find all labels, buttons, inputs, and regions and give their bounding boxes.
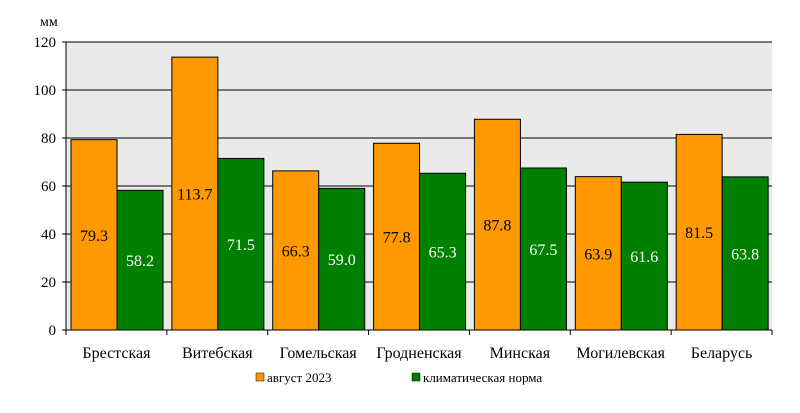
data-labels: 79.3 58.2 113.7 71.5 66.3 59.0 77.8 65.3 87.8 67.… bbox=[80, 187, 759, 271]
data-label-august: 66.3 bbox=[282, 243, 310, 260]
x-tick-label: Минская bbox=[490, 345, 551, 362]
data-label-august: 79.3 bbox=[80, 228, 108, 245]
data-label-august: 81.5 bbox=[685, 225, 713, 242]
bar-climate-norm bbox=[620, 181, 668, 331]
y-tick-label: 40 bbox=[41, 227, 56, 243]
y-tick-label: 100 bbox=[34, 83, 57, 99]
data-label-norm: 71.5 bbox=[227, 237, 255, 254]
y-tick-label: 60 bbox=[41, 179, 56, 195]
x-tick-label: Беларусь bbox=[691, 345, 753, 362]
data-label-august: 77.8 bbox=[383, 230, 411, 247]
y-tick-label: 80 bbox=[41, 131, 56, 147]
y-tick-label: 0 bbox=[49, 323, 57, 339]
bar-climate-norm bbox=[419, 172, 467, 331]
data-label-august: 87.8 bbox=[483, 218, 511, 235]
x-tick-label: Могилевская bbox=[576, 345, 665, 362]
data-label-august: 113.7 bbox=[177, 187, 212, 204]
y-axis-unit: мм bbox=[40, 15, 58, 30]
x-tick-label: Гродненская bbox=[376, 345, 462, 362]
bar-climate-norm bbox=[721, 176, 769, 331]
bar-climate-norm bbox=[519, 167, 567, 331]
bar-august-2023 bbox=[574, 176, 622, 331]
data-label-norm: 58.2 bbox=[126, 253, 154, 270]
data-label-norm: 63.8 bbox=[731, 246, 759, 263]
y-tick-labels: 0 20 40 60 80 100 120 bbox=[34, 35, 66, 339]
x-tick-labels: Брестская Витебская Гомельская Гродненская М… bbox=[65, 330, 773, 362]
legend-label-norm: климатическая норма bbox=[423, 370, 542, 385]
data-label-norm: 65.3 bbox=[429, 245, 457, 262]
data-label-august: 63.9 bbox=[584, 246, 612, 263]
y-tick-label: 20 bbox=[41, 275, 56, 291]
legend-label-august: август 2023 bbox=[267, 370, 331, 385]
bar-august-2023 bbox=[373, 142, 421, 331]
data-label-norm: 59.0 bbox=[328, 252, 356, 269]
bar-climate-norm bbox=[318, 187, 366, 331]
legend-swatch-norm bbox=[411, 372, 421, 382]
bar-august-2023 bbox=[675, 133, 723, 331]
x-tick-label: Брестская bbox=[82, 345, 151, 362]
x-tick-label: Гомельская bbox=[280, 345, 358, 362]
data-label-norm: 61.6 bbox=[630, 249, 658, 266]
legend: август 2023 климатическая норма bbox=[255, 370, 542, 385]
data-label-norm: 67.5 bbox=[529, 242, 557, 259]
bars bbox=[70, 56, 769, 331]
x-tick-label: Витебская bbox=[182, 345, 253, 362]
y-tick-label: 120 bbox=[34, 35, 57, 51]
legend-swatch-august bbox=[255, 372, 265, 382]
bar-august-2023 bbox=[473, 118, 521, 331]
